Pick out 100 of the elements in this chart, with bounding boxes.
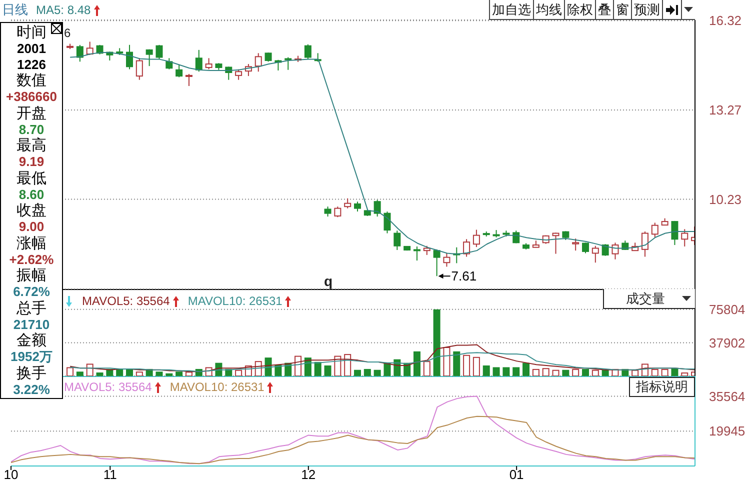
candlestick <box>394 230 401 250</box>
category-label: 开盘 <box>16 104 48 122</box>
text: MAVOL5: 35564 <box>82 294 171 308</box>
x-tick-label: 10 <box>4 467 18 482</box>
text: +2.62% <box>9 252 54 266</box>
bar <box>433 309 440 376</box>
bar <box>374 370 381 376</box>
candlestick <box>463 238 470 258</box>
bar <box>532 368 540 376</box>
bar <box>572 368 580 376</box>
text: 1952万 <box>10 349 52 364</box>
bar <box>582 368 589 376</box>
candlestick <box>423 245 430 256</box>
y-tick-label: 16.32 <box>709 13 742 28</box>
chart-title: 成交量 <box>626 291 665 307</box>
bar <box>651 368 658 376</box>
bar <box>542 368 550 376</box>
category-label: 金额 <box>16 332 48 349</box>
bar <box>592 370 599 376</box>
bar <box>126 368 133 376</box>
text: 均线 <box>533 0 565 20</box>
bar <box>463 354 470 376</box>
category-label: 数值 <box>16 72 48 89</box>
candlestick <box>572 238 580 252</box>
bar <box>86 364 94 376</box>
candlestick <box>284 56 292 70</box>
category-label: 时间 <box>16 24 48 41</box>
candlestick <box>344 198 352 209</box>
category-label: 总手 <box>16 300 48 316</box>
line-series <box>70 352 695 372</box>
bar <box>176 372 183 376</box>
candlestick <box>146 48 153 67</box>
bar <box>671 368 678 376</box>
y-tick-label: 13.27 <box>709 102 742 118</box>
candlestick <box>205 58 212 70</box>
bar <box>354 370 361 376</box>
text: 预测 <box>631 0 663 20</box>
candlestick <box>413 246 420 262</box>
candlestick <box>136 58 143 80</box>
candlestick <box>472 229 480 248</box>
candlestick <box>641 231 648 258</box>
text: MA5: 8.48 <box>36 3 92 17</box>
bar <box>156 372 163 376</box>
bar <box>522 362 530 376</box>
x-tick-label: 11 <box>103 467 117 482</box>
candlestick <box>264 52 272 62</box>
text: MAVOL10: 26531 <box>188 294 284 308</box>
bar <box>185 372 192 376</box>
text: 21710 <box>13 316 50 332</box>
candlestick <box>86 41 94 56</box>
annotation: 7.61 <box>451 268 477 284</box>
bar <box>502 367 510 376</box>
candlestick <box>324 206 332 218</box>
category-label: 振幅 <box>16 267 48 284</box>
bar <box>423 361 430 376</box>
bar <box>116 368 124 376</box>
category-label: 收盘 <box>16 202 48 219</box>
bar <box>384 362 391 376</box>
text: 加自选 <box>489 0 534 20</box>
bar <box>166 373 173 376</box>
candlestick <box>334 206 342 218</box>
bar <box>76 372 84 376</box>
candlestick <box>235 68 242 80</box>
text: 8.70 <box>18 122 44 136</box>
bar <box>482 365 490 376</box>
x-tick-label: 12 <box>301 467 316 482</box>
candlestick <box>195 49 202 72</box>
text: +386660 <box>6 89 57 104</box>
candlestick <box>76 44 84 62</box>
annotation: 6 <box>64 26 71 40</box>
text: 9.00 <box>18 219 44 234</box>
category-label: 换手 <box>16 364 48 382</box>
bar <box>96 372 104 376</box>
candlestick <box>681 228 688 247</box>
candlestick <box>354 201 361 212</box>
bar <box>472 356 480 376</box>
bar <box>552 370 560 376</box>
bar <box>66 367 74 376</box>
candlestick <box>612 242 619 260</box>
category-label: 涨幅 <box>16 234 48 252</box>
bar <box>562 370 570 376</box>
candlestick <box>304 44 312 60</box>
text: 2001 1226 <box>17 41 46 72</box>
candlestick <box>443 252 450 268</box>
chart-title: 日线 <box>2 2 28 18</box>
bar <box>453 351 460 376</box>
category-label: 最高 <box>16 137 48 154</box>
bar <box>512 367 520 376</box>
text: 9.19 <box>18 154 44 169</box>
bar <box>443 347 450 376</box>
bar <box>661 368 668 376</box>
candlestick <box>384 211 391 234</box>
bar <box>492 367 500 376</box>
text: 叠 <box>595 0 614 20</box>
bar <box>344 354 352 376</box>
bar <box>324 365 332 376</box>
bar <box>413 351 420 376</box>
y-tick-label: 35564 <box>709 388 746 404</box>
candlestick <box>651 222 658 238</box>
y-tick-label: 10.23 <box>709 192 742 207</box>
